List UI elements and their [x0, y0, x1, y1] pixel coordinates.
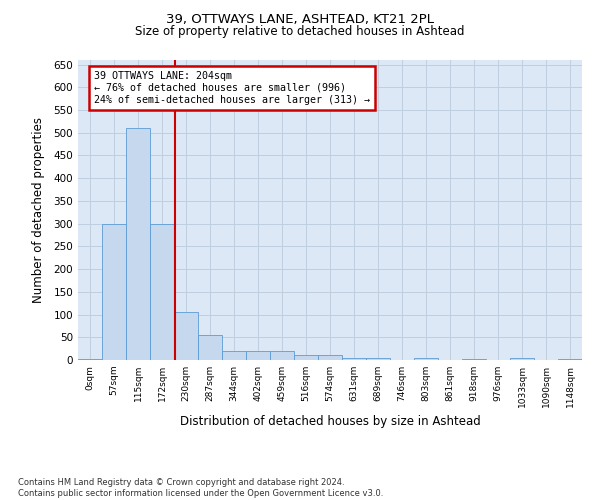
- Text: 39, OTTWAYS LANE, ASHTEAD, KT21 2PL: 39, OTTWAYS LANE, ASHTEAD, KT21 2PL: [166, 12, 434, 26]
- Bar: [558, 358, 582, 360]
- Bar: [318, 356, 342, 360]
- Bar: [246, 351, 270, 360]
- Text: Contains HM Land Registry data © Crown copyright and database right 2024.
Contai: Contains HM Land Registry data © Crown c…: [18, 478, 383, 498]
- Text: Size of property relative to detached houses in Ashtead: Size of property relative to detached ho…: [135, 25, 465, 38]
- Bar: [222, 351, 246, 360]
- Y-axis label: Number of detached properties: Number of detached properties: [32, 117, 45, 303]
- Bar: [198, 335, 222, 360]
- Bar: [510, 358, 534, 360]
- Bar: [126, 128, 150, 360]
- Bar: [366, 358, 390, 360]
- Bar: [414, 358, 438, 360]
- Bar: [270, 351, 294, 360]
- Bar: [150, 224, 174, 360]
- Bar: [174, 312, 198, 360]
- Bar: [102, 224, 126, 360]
- Bar: [342, 358, 366, 360]
- X-axis label: Distribution of detached houses by size in Ashtead: Distribution of detached houses by size …: [179, 416, 481, 428]
- Bar: [294, 356, 318, 360]
- Bar: [462, 358, 486, 360]
- Bar: [78, 359, 102, 360]
- Text: 39 OTTWAYS LANE: 204sqm
← 76% of detached houses are smaller (996)
24% of semi-d: 39 OTTWAYS LANE: 204sqm ← 76% of detache…: [94, 72, 370, 104]
